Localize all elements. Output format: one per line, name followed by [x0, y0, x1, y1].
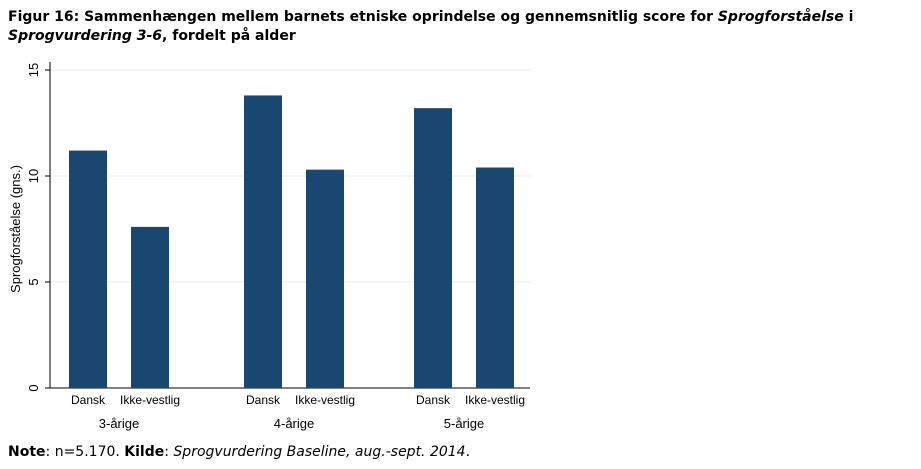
caption-italic-source: Sprogvurdering 3-6: [8, 28, 163, 44]
bar: [244, 95, 282, 388]
bar-category-label: Dansk: [71, 393, 106, 407]
caption-text-suffix: , fordelt på alder: [162, 28, 296, 44]
bar-category-label: Ikke-vestlig: [465, 393, 525, 407]
note-text: : n=5.170.: [45, 444, 125, 460]
y-tick-label: 10: [26, 169, 41, 183]
figure-note: Note: n=5.170. Kilde: Sprogvurdering Bas…: [8, 443, 470, 461]
bar-category-label: Ikke-vestlig: [295, 393, 355, 407]
y-tick-label: 0: [26, 384, 41, 391]
group-label: 3-årige: [99, 416, 139, 431]
note-label: Note: [8, 444, 46, 460]
group-label: 4-årige: [274, 416, 314, 431]
caption-text-mid: i: [843, 9, 854, 25]
source-text: Sprogvurdering Baseline, aug.-sept. 2014: [173, 444, 466, 460]
y-axis-label: Sprogforståelse (gns.): [8, 165, 23, 293]
caption-text: Figur 16: Sammenhængen mellem barnets et…: [8, 9, 718, 25]
bar: [69, 150, 107, 388]
bar: [476, 167, 514, 388]
figure-caption: Figur 16: Sammenhængen mellem barnets et…: [8, 8, 913, 46]
source-label: Kilde: [124, 444, 165, 460]
bar: [131, 226, 169, 388]
bar-category-label: Dansk: [416, 393, 451, 407]
y-tick-label: 5: [26, 278, 41, 285]
y-tick-label: 15: [26, 63, 41, 77]
bar-category-label: Dansk: [246, 393, 281, 407]
bar: [414, 108, 452, 388]
group-label: 5-årige: [444, 416, 484, 431]
bar-category-label: Ikke-vestlig: [120, 393, 180, 407]
note-end: .: [465, 444, 471, 460]
source-separator: :: [164, 444, 174, 460]
caption-italic-measure: Sprogforståelse: [717, 9, 844, 25]
bar: [306, 169, 344, 388]
